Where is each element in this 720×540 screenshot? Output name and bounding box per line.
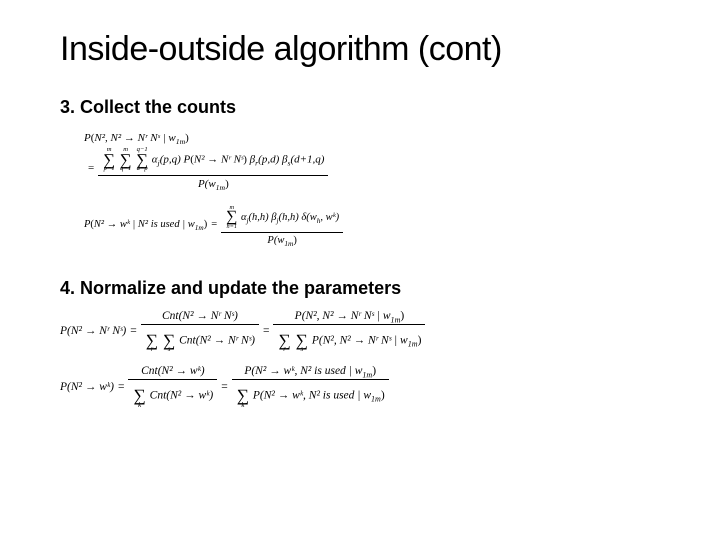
eq1-inner-args: N² → Nʳ Nˢ — [194, 154, 243, 166]
eq3-num-1: Cnt(N² → Nʳ Nˢ) — [141, 309, 259, 325]
eq2-alpha-args: (h,h) — [249, 212, 269, 223]
eq4-sigma-k2: ∑k — [237, 382, 249, 409]
eq2-args: N² → wᵏ | N² is used | w — [94, 219, 195, 230]
eq2-den-P: P(w — [267, 235, 284, 246]
eq3-sigma-s2: ∑s — [296, 327, 308, 354]
eq2-wk: , wᵏ) — [320, 212, 339, 223]
equation-1: P(N², N² → Nʳ Nˢ | w1m) = m∑p=1 m∑q=1 q−… — [84, 132, 660, 190]
equation-4: P(N² → wᵏ) = Cnt(N² → wᵏ) ∑k Cnt(N² → wᵏ… — [60, 364, 660, 409]
eq2-beta-args: (h,h) — [279, 212, 299, 223]
step3-equations: P(N², N² → Nʳ Nˢ | w1m) = m∑p=1 m∑q=1 q−… — [84, 132, 660, 246]
eq1-denominator: P(w1m) — [98, 176, 328, 190]
eq1-numerator: m∑p=1 m∑q=1 q−1∑d=p αj(p,q) P(N² → Nʳ Nˢ… — [98, 146, 328, 176]
eq3-sigma-r2: ∑r — [278, 327, 290, 354]
eq3-num-2: P(N², N² → Nʳ Nˢ | w1m) — [273, 309, 425, 325]
eq2-numerator: m∑h=1 αj(h,h) βj(h,h) δ(wh, wᵏ) — [221, 204, 343, 233]
eq1-sigma-2: m∑q=1 — [120, 147, 132, 173]
eq3-den-2: ∑r ∑s P(N², N² → Nʳ Nˢ | w1m) — [273, 325, 425, 354]
eq3-fraction-2: P(N², N² → Nʳ Nˢ | w1m) ∑r ∑s P(N², N² →… — [273, 309, 425, 354]
eq3-den-1: ∑r ∑s Cnt(N² → Nʳ Nˢ) — [141, 325, 259, 354]
eq4-equals-2: = — [217, 381, 232, 393]
eq4-fraction-2: P(N² → wᵏ, N² is used | w1m) ∑k P(N² → w… — [232, 364, 389, 409]
eq4-den-2: ∑k P(N² → wᵏ, N² is used | w1m) — [232, 380, 389, 409]
eq1-beta-s-args: (d+1,q) — [290, 154, 324, 166]
eq4-fraction-1: Cnt(N² → wᵏ) ∑k Cnt(N² → wᵏ) — [128, 364, 217, 409]
eq3-equals-2: = — [259, 325, 274, 337]
eq1-den-P: P(w — [198, 178, 216, 190]
eq2-delta: δ(w — [301, 212, 316, 223]
eq2-fraction: m∑h=1 αj(h,h) βj(h,h) δ(wh, wᵏ) P(w1m) — [221, 204, 343, 246]
eq3-equals-1: = — [126, 325, 141, 337]
equation-3: P(N² → Nʳ Nˢ) = Cnt(N² → Nʳ Nˢ) ∑r ∑s Cn… — [60, 309, 660, 354]
eq4-equals-1: = — [114, 381, 129, 393]
eq2-sub: 1m — [195, 224, 204, 233]
eq1-beta-r-args: (p,d) — [258, 154, 279, 166]
eq3-lhs: P(N² → Nʳ Nˢ) — [60, 325, 126, 337]
eq1-P: P — [84, 132, 91, 144]
eq1-args: N², N² → Nʳ Nˢ | w — [94, 132, 175, 144]
eq4-num-1: Cnt(N² → wᵏ) — [128, 364, 217, 380]
eq1-fraction: m∑p=1 m∑q=1 q−1∑d=p αj(p,q) P(N² → Nʳ Nˢ… — [98, 146, 328, 190]
eq4-den-1: ∑k Cnt(N² → wᵏ) — [128, 380, 217, 409]
eq3-sigma-r: ∑r — [146, 327, 158, 354]
step4-equations: P(N² → Nʳ Nˢ) = Cnt(N² → Nʳ Nˢ) ∑r ∑s Cn… — [60, 309, 660, 410]
eq3-fraction-1: Cnt(N² → Nʳ Nˢ) ∑r ∑s Cnt(N² → Nʳ Nˢ) — [141, 309, 259, 354]
eq1-sigma-3: q−1∑d=p — [136, 147, 148, 173]
eq1-lhs: P(N², N² → Nʳ Nˢ | w1m) — [84, 132, 660, 144]
equation-2: P(N² → wᵏ | N² is used | w1m) = m∑h=1 αj… — [84, 204, 660, 246]
eq4-num-2: P(N² → wᵏ, N² is used | w1m) — [232, 364, 389, 380]
eq1-sub: 1m — [176, 137, 185, 146]
eq2-lhs: P(N² → wᵏ | N² is used | w1m) — [84, 219, 207, 230]
eq1-sigma-1: m∑p=1 — [103, 147, 115, 173]
eq4-lhs: P(N² → wᵏ) — [60, 381, 114, 393]
step3-heading: 3. Collect the counts — [60, 97, 660, 118]
step4-heading: 4. Normalize and update the parameters — [60, 278, 660, 299]
slide-title: Inside-outside algorithm (cont) — [60, 30, 660, 69]
eq4-sigma-k: ∑k — [133, 382, 145, 409]
slide: Inside-outside algorithm (cont) 3. Colle… — [0, 0, 720, 540]
eq2-sigma: m∑h=1 — [226, 205, 237, 230]
eq2-denominator: P(w1m) — [221, 233, 343, 246]
eq1-alpha-args: (p,q) — [160, 154, 181, 166]
eq1-rhs-row: = m∑p=1 m∑q=1 q−1∑d=p αj(p,q) P(N² → Nʳ … — [84, 146, 660, 190]
eq1-equals: = — [84, 162, 98, 174]
eq3-sigma-s: ∑s — [163, 327, 175, 354]
eq2-equals: = — [207, 219, 221, 230]
